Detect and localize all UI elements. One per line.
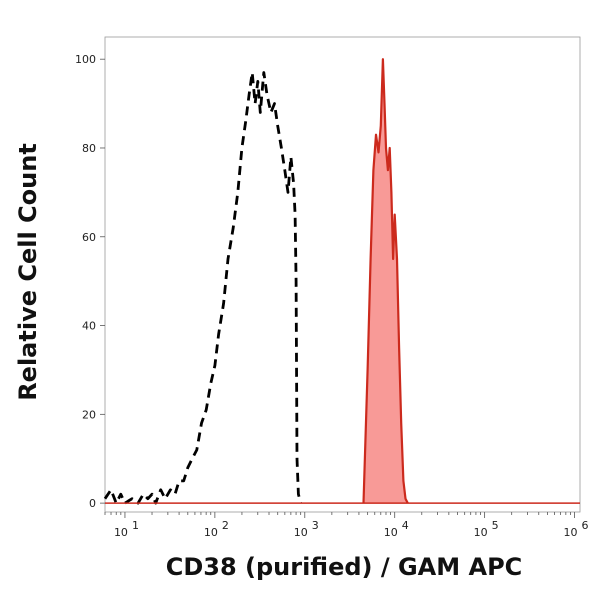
plot-frame <box>104 36 581 513</box>
x-tick-label: 10 <box>384 526 398 539</box>
x-tick-exponent: 2 <box>222 519 229 532</box>
y-tick-label: 20 <box>82 408 96 421</box>
y-tick-label: 80 <box>82 142 96 155</box>
control-histogram-line <box>103 71 303 505</box>
x-tick-exponent: 1 <box>132 519 139 532</box>
x-tick-label: 10 <box>294 526 308 539</box>
x-axis-title: CD38 (purified) / GAM APC <box>166 553 523 581</box>
x-tick-label: 10 <box>564 526 578 539</box>
x-tick-label: 10 <box>474 526 488 539</box>
y-tick-label: 40 <box>82 320 96 333</box>
x-tick-label: 10 <box>204 526 218 539</box>
series-layer <box>103 58 580 505</box>
x-tick-label: 10 <box>114 526 128 539</box>
stained-histogram-fill <box>363 59 408 504</box>
stained-histogram-line <box>362 58 409 504</box>
x-axis: 10 1 10 2 10 3 10 4 10 5 10 6 <box>104 512 589 539</box>
y-axis-title: Relative Cell Count <box>14 143 42 401</box>
x-tick-exponent: 6 <box>582 519 589 532</box>
y-tick-label: 0 <box>89 497 96 510</box>
x-tick-exponent: 4 <box>402 519 409 532</box>
x-tick-exponent: 3 <box>312 519 319 532</box>
y-tick-label: 100 <box>75 53 96 66</box>
y-axis: 0 20 40 60 80 100 <box>75 53 105 510</box>
y-tick-label: 60 <box>82 231 96 244</box>
x-tick-exponent: 5 <box>492 519 499 532</box>
